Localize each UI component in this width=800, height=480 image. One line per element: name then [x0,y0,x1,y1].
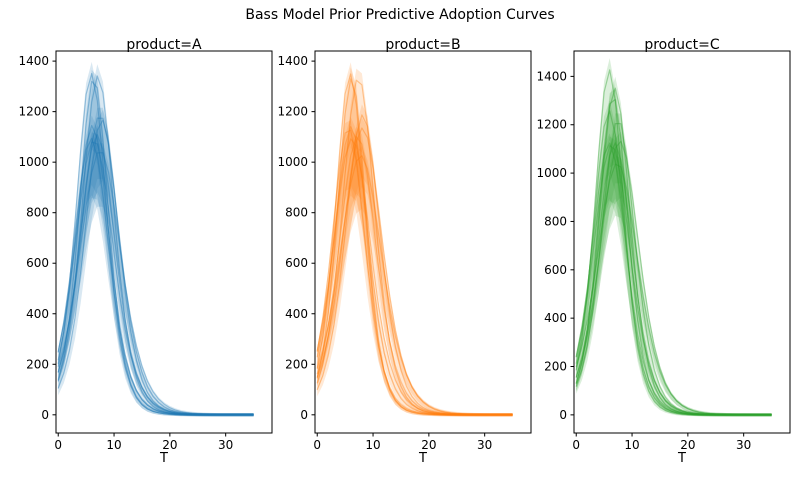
axes-frame [573,50,791,434]
adoption-curve [57,117,254,416]
y-tick-label: 600 [26,256,49,270]
adoption-curve [575,122,772,416]
y-tick-label: 0 [300,408,308,422]
adoption-curve [316,126,513,416]
adoption-band [317,104,513,417]
adoption-band [58,107,254,417]
adoption-curve [575,163,772,416]
adoption-curve [316,136,513,416]
y-tick-label: 1200 [18,105,49,119]
x-tick-label: 30 [218,438,233,452]
adoption-curve [575,142,772,416]
subplot-title-product-b: product=B [385,37,461,53]
y-tick-label: 400 [544,311,567,325]
y-tick-label: 1000 [18,155,49,169]
adoption-curve [575,69,772,416]
x-tick-label: 20 [680,438,695,452]
adoption-curve [57,80,254,416]
axes-frame [55,50,273,434]
y-tick-label: 800 [26,206,49,220]
adoption-band [576,113,772,417]
axes-frame [314,50,532,434]
adoption-curve [57,141,254,416]
adoption-band [317,117,513,417]
x-tick-label: 10 [624,438,639,452]
x-tick-label: 30 [477,438,492,452]
adoption-curve [316,78,513,416]
adoption-curve [575,142,772,416]
x-tick-label: 0 [313,438,321,452]
y-tick-label: 200 [26,357,49,371]
adoption-curve [575,87,772,416]
adoption-curve [57,134,254,416]
y-tick-label: 1400 [536,69,567,83]
adoption-curve [57,124,254,416]
subplot-title-product-a: product=A [126,37,202,53]
y-tick-label: 1400 [277,54,308,68]
adoption-band [317,146,513,417]
adoption-band [58,143,254,417]
adoption-curve [57,119,254,416]
x-tick-label: 20 [162,438,177,452]
y-tick-label: 200 [544,360,567,374]
x-tick-label: 20 [421,438,436,452]
y-tick-label: 1000 [277,155,308,169]
adoption-band [58,124,254,417]
x-axis-label-product-c: T [678,451,686,466]
adoption-curve [316,114,513,416]
adoption-curve [316,138,513,416]
x-axis-label-product-b: T [419,451,427,466]
adoption-curve [575,145,772,416]
x-tick-label: 10 [365,438,380,452]
x-tick-label: 30 [736,438,751,452]
adoption-band [576,76,772,417]
adoption-band [317,68,513,417]
y-tick-label: 1200 [277,105,308,119]
adoption-curve [575,140,772,416]
curves-group-2 [575,58,772,417]
y-tick-label: 1000 [536,166,567,180]
curves-group-0 [57,61,254,417]
adoption-band [576,133,772,417]
adoption-curve [57,152,254,416]
adoption-curve [57,137,254,416]
adoption-curve [316,129,513,416]
figure-title: Bass Model Prior Predictive Adoption Cur… [245,7,555,23]
curves-group-1 [316,62,513,417]
x-tick-label: 0 [54,438,62,452]
x-tick-label: 10 [106,438,121,452]
y-tick-label: 400 [26,307,49,321]
adoption-curve [57,72,254,416]
adoption-band [317,129,513,417]
adoption-band [58,64,254,417]
x-axis-label-product-a: T [160,451,168,466]
adoption-curve [575,98,772,416]
adoption-curve [316,127,513,416]
y-tick-label: 800 [544,214,567,228]
y-tick-label: 400 [285,307,308,321]
y-tick-label: 600 [285,256,308,270]
adoption-band [576,155,772,417]
adoption-curve [316,73,513,416]
adoption-band [317,126,513,417]
y-tick-label: 1400 [18,54,49,68]
adoption-band [58,132,254,417]
y-tick-label: 800 [285,206,308,220]
adoption-band [576,131,772,417]
subplot-title-product-c: product=C [644,37,720,53]
adoption-curve [57,75,254,416]
y-tick-label: 0 [41,408,49,422]
y-tick-label: 1200 [536,118,567,132]
adoption-band [576,136,772,417]
adoption-band [58,109,254,417]
adoption-curve [316,155,513,416]
adoption-curve [575,110,772,416]
y-tick-label: 0 [559,408,567,422]
y-tick-label: 600 [544,263,567,277]
x-tick-label: 0 [572,438,580,452]
adoption-curve [316,79,513,416]
y-tick-label: 200 [285,357,308,371]
